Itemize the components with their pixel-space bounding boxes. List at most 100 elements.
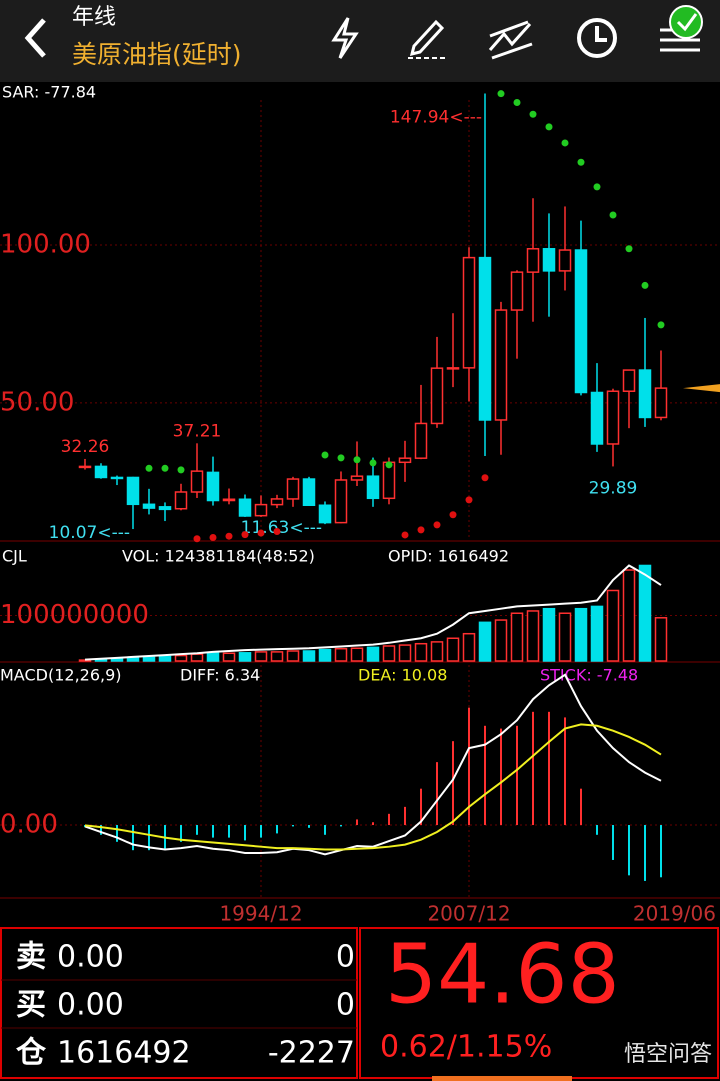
opid-label: OPID: 1616492 [388, 547, 509, 566]
sar-dot [513, 99, 521, 107]
sar-dot [241, 531, 249, 539]
candle-body [110, 476, 124, 480]
sar-dot [577, 158, 585, 166]
volume-bar [638, 564, 652, 662]
candle-body [510, 271, 524, 311]
volume-bar [174, 654, 188, 662]
candle-body [350, 475, 364, 481]
volume-bar [350, 647, 364, 662]
sar-dot [369, 459, 377, 467]
sar-dot [417, 526, 425, 534]
candle-body [542, 248, 556, 272]
plot: 50.00 100.00 100000000 0.00 1994/12 2007/12 20… [0, 90, 720, 926]
candle-body [622, 369, 636, 392]
lines-icon[interactable] [488, 20, 533, 60]
volume-bar [238, 652, 252, 662]
y-tick-label: 0.00 [0, 810, 58, 840]
volume-bar [542, 607, 556, 662]
sar-dot [145, 464, 153, 472]
candle-body [590, 391, 604, 445]
candle-body [206, 471, 220, 502]
row-label: 卖 [16, 940, 46, 975]
sar-dot [161, 464, 169, 472]
candle-body [462, 256, 476, 369]
clock-icon[interactable] [577, 18, 617, 58]
volume-bar [622, 569, 636, 662]
sar-dot [321, 451, 329, 459]
volume-bar [414, 642, 428, 662]
macd-title: MACD(12,26,9) [0, 666, 122, 685]
volume-bar [110, 658, 124, 662]
low-label: 10.07<--- [49, 523, 130, 543]
candle-body [334, 479, 348, 524]
candle-body [222, 498, 236, 502]
y-tick-label: 100.00 [0, 229, 91, 259]
price-marker [683, 384, 720, 393]
row-price: 0.00 [57, 940, 124, 975]
sar-dot [481, 474, 489, 482]
sar-dot [657, 321, 665, 329]
candle-body [190, 470, 204, 493]
sar-dot [449, 511, 457, 519]
row-label: 仓 [16, 1036, 47, 1071]
volume-bar [302, 650, 316, 662]
volume-bar [590, 605, 604, 662]
volume-bar [206, 652, 220, 662]
candle-body [558, 249, 572, 272]
volume-bar [126, 657, 140, 662]
volume-bar [366, 646, 380, 662]
sar-dot [529, 110, 537, 118]
sar-dot [497, 90, 505, 98]
sar-dot [177, 466, 185, 474]
volume-bar [222, 652, 236, 662]
volume-bar [606, 589, 620, 662]
sar-dot [225, 532, 233, 540]
sar-dot [641, 281, 649, 289]
draw-icon[interactable] [408, 19, 448, 59]
candle-body [78, 465, 92, 469]
row-price: 1616492 [57, 1036, 191, 1071]
tab-indicator [432, 1076, 572, 1081]
high-label: 147.94<--- [390, 108, 482, 128]
low-label: 29.89 [589, 478, 638, 498]
back-button[interactable] [24, 18, 46, 58]
candle-body [574, 249, 588, 394]
dea-label: DEA: 10.08 [358, 666, 447, 685]
candle-body [654, 387, 668, 419]
last-price: 54.68 [385, 927, 620, 1022]
candle-body [606, 390, 620, 445]
candle-body [158, 506, 172, 511]
x-tick-label: 2007/12 [427, 902, 510, 926]
candle-body [142, 503, 156, 509]
volume-title: CJL [2, 547, 27, 566]
candle-body [286, 478, 300, 500]
flash-icon[interactable] [331, 17, 359, 59]
diff-line [84, 673, 662, 856]
x-tick-label: 1994/12 [219, 902, 302, 926]
dea-line [84, 723, 662, 851]
volume-bar [654, 617, 668, 662]
volume-ma-line [84, 564, 662, 661]
volume-bar [190, 653, 204, 662]
volume-label: VOL: 124381184(48:52) [122, 547, 315, 566]
check-icon[interactable] [660, 5, 703, 52]
volume-bar [574, 607, 588, 662]
volume-bar [142, 656, 156, 662]
candle-body [414, 422, 428, 459]
candle-body [302, 478, 316, 507]
y-tick-label: 50.00 [0, 387, 74, 417]
candle-body [126, 476, 140, 506]
sar-dot [337, 454, 345, 462]
candle-body [270, 498, 284, 506]
sar-dot [273, 527, 281, 535]
volume-bar [446, 637, 460, 662]
period: 年线 [72, 5, 116, 30]
candle-body [318, 504, 332, 524]
volume-bar [158, 655, 172, 662]
candle-body [638, 369, 652, 419]
sar-dot [385, 461, 393, 469]
order-rows: 卖 0.00 0 买 0.00 0 仓 1616492 -2227 [16, 940, 355, 1071]
sar-dot [193, 535, 201, 543]
sar-dot [625, 245, 633, 253]
